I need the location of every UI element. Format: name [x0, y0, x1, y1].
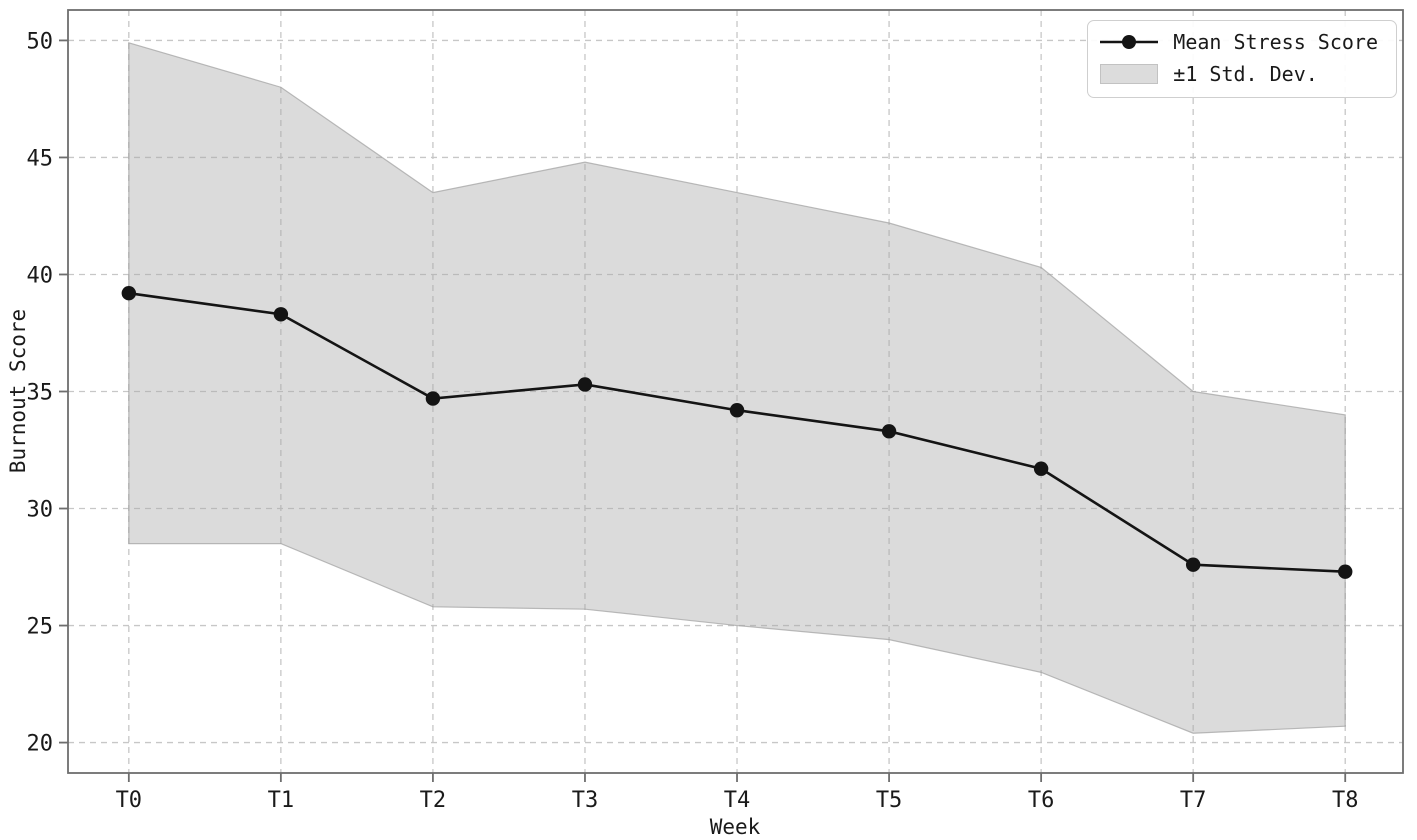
axis-ticks: 20 25 30 35 40 45 50 T0 T1 T2 T3 T4 T5 T6 T7 T8	[27, 29, 1359, 813]
legend: Mean Stress Score ±1 Std. Dev.	[1087, 20, 1397, 98]
data-point	[881, 424, 897, 439]
x-tick-label: T7	[1180, 788, 1207, 813]
x-tick-label: T4	[724, 788, 751, 813]
gridlines	[68, 10, 1403, 773]
data-point	[1033, 461, 1049, 476]
data-point	[1185, 557, 1201, 572]
data-point	[425, 391, 441, 406]
legend-label-mean: Mean Stress Score	[1173, 30, 1378, 54]
patch-icon	[1100, 64, 1159, 84]
x-tick-label: T5	[876, 788, 903, 813]
x-tick-label: T0	[116, 788, 143, 813]
data-point	[273, 307, 289, 322]
data-point	[1338, 564, 1353, 579]
data-point	[729, 403, 745, 418]
x-tick-label: T2	[420, 788, 447, 813]
std-dev-band	[128, 41, 1346, 734]
legend-item-mean: Mean Stress Score	[1100, 31, 1378, 53]
line-marker-icon	[1100, 35, 1159, 49]
x-tick-label: T1	[268, 788, 295, 813]
y-tick-label: 50	[27, 29, 54, 54]
data-point	[121, 285, 137, 301]
y-tick-label: 25	[27, 615, 54, 640]
y-tick-label: 30	[27, 498, 54, 523]
legend-item-band: ±1 Std. Dev.	[1100, 63, 1378, 85]
y-tick-label: 20	[27, 732, 54, 757]
x-tick-label: T8	[1332, 788, 1359, 813]
y-tick-label: 45	[27, 146, 54, 171]
y-tick-label: 40	[27, 263, 54, 288]
y-axis-label: Burnout Score	[6, 309, 30, 473]
legend-label-band: ±1 Std. Dev.	[1173, 62, 1318, 86]
data-point	[577, 377, 593, 392]
x-tick-label: T3	[572, 788, 599, 813]
x-axis-label: Week	[710, 815, 761, 839]
y-tick-label: 35	[27, 381, 54, 406]
mean-markers	[121, 285, 1353, 579]
x-tick-label: T6	[1028, 788, 1055, 813]
